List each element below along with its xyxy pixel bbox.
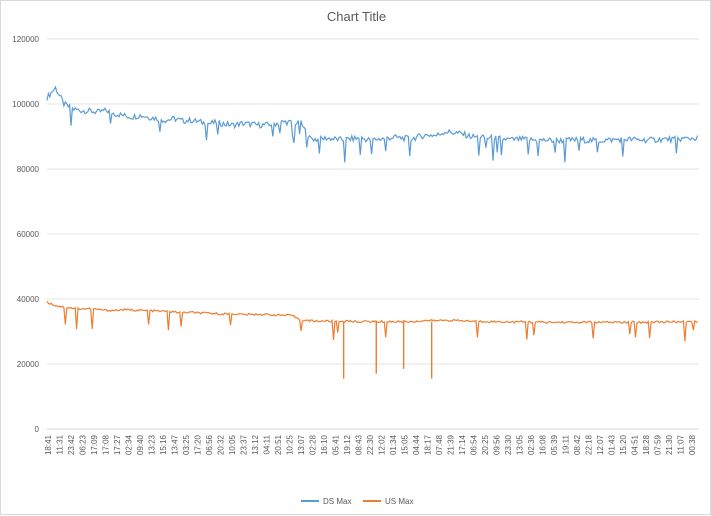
x-tick-label: 12:02: [378, 434, 387, 455]
x-tick-label: 07:48: [435, 434, 444, 455]
x-tick-label: 04:11: [263, 434, 272, 454]
x-tick-label: 10:05: [228, 434, 237, 455]
x-tick-label: 17:20: [194, 434, 203, 455]
x-tick-label: 08:42: [573, 434, 582, 455]
x-tick-label: 20:51: [274, 434, 283, 455]
x-tick-label: 16:08: [539, 434, 548, 455]
x-tick-label: 01:43: [608, 434, 617, 455]
x-tick-label: 12:07: [596, 434, 605, 455]
x-tick-label: 15:20: [619, 434, 628, 455]
x-tick-label: 06:23: [79, 434, 88, 455]
x-tick-label: 17:14: [458, 434, 467, 455]
x-tick-label: 02:36: [527, 434, 536, 455]
x-tick-label: 17:27: [113, 434, 122, 455]
x-tick-label: 05:41: [332, 434, 341, 455]
x-tick-label: 15:16: [159, 434, 168, 455]
x-tick-label: 03:25: [182, 434, 191, 455]
x-tick-label: 17:08: [102, 434, 111, 455]
y-tick-label: 40000: [17, 295, 40, 304]
x-tick-label: 15:05: [401, 434, 410, 455]
x-tick-label: 05:39: [550, 434, 559, 455]
series-line-0: [46, 85, 699, 163]
x-tick-label: 07:59: [654, 434, 663, 455]
x-tick-label: 18:41: [44, 434, 53, 455]
x-tick-label: 20:32: [217, 434, 226, 455]
x-tick-label: 02:34: [125, 434, 134, 455]
x-tick-label: 21:39: [447, 434, 456, 455]
x-tick-label: 13:12: [251, 434, 260, 455]
x-tick-label: 02:28: [309, 434, 318, 455]
x-tick-label: 04:44: [412, 434, 421, 455]
x-tick-label: 13:07: [297, 434, 306, 455]
legend-label-0: DS Max: [323, 497, 351, 506]
x-tick-label: 23:37: [240, 434, 249, 455]
x-tick-label: 01:34: [389, 434, 398, 455]
y-tick-label: 60000: [17, 230, 40, 239]
y-tick-label: 0: [35, 425, 40, 434]
x-tick-label: 19:12: [343, 434, 352, 455]
x-tick-label: 10:25: [286, 434, 295, 455]
x-tick-label: 04:51: [631, 434, 640, 455]
x-tick-label: 06:54: [470, 434, 479, 455]
series-line-1: [46, 301, 698, 342]
x-tick-label: 18:17: [424, 434, 433, 455]
x-tick-label: 09:40: [136, 434, 145, 455]
x-tick-label: 21:30: [665, 434, 674, 455]
chart-title: Chart Title: [326, 9, 387, 24]
x-tick-label: 08:43: [355, 434, 364, 455]
x-tick-label: 13:05: [516, 434, 525, 455]
x-tick-label: 23:42: [67, 434, 76, 455]
x-tick-label: 00:38: [688, 434, 697, 455]
x-tick-label: 19:11: [562, 434, 571, 454]
x-tick-label: 16:10: [320, 434, 329, 455]
x-tick-label: 11:31: [56, 434, 65, 454]
x-tick-label: 20:25: [481, 434, 490, 455]
x-tick-label: 11:07: [677, 434, 686, 454]
y-tick-label: 120000: [12, 35, 39, 44]
y-tick-label: 80000: [17, 165, 40, 174]
x-tick-label: 13:47: [171, 434, 180, 455]
x-tick-label: 17:09: [90, 434, 99, 455]
legend-label-1: US Max: [385, 497, 413, 506]
x-tick-label: 13:23: [148, 434, 157, 455]
y-tick-label: 20000: [17, 360, 40, 369]
x-tick-label: 23:30: [504, 434, 513, 455]
x-tick-label: 06:56: [205, 434, 214, 455]
x-tick-label: 09:56: [493, 434, 502, 455]
x-tick-label: 18:28: [642, 434, 651, 455]
x-tick-label: 22:30: [366, 434, 375, 455]
x-tick-label: 22:18: [585, 434, 594, 455]
y-tick-label: 100000: [12, 100, 39, 109]
